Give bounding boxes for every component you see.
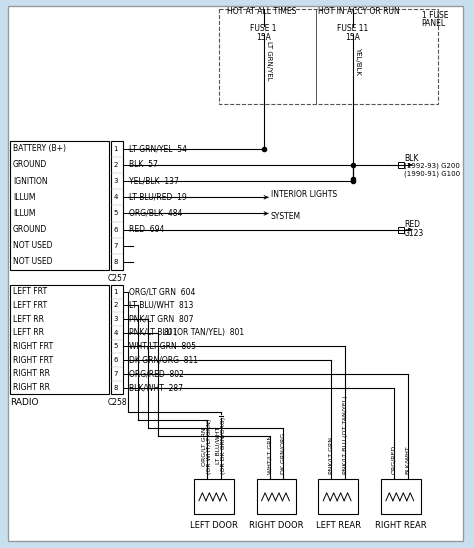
Text: 7: 7 (113, 371, 118, 377)
Text: RIGHT RR: RIGHT RR (13, 369, 50, 378)
Text: ILLUM: ILLUM (13, 193, 36, 202)
Text: LEFT DOOR: LEFT DOOR (190, 521, 238, 530)
Text: BLK/WHT: BLK/WHT (405, 445, 410, 474)
Bar (346, 26, 360, 35)
Text: BLK: BLK (404, 153, 418, 163)
Bar (256, 479, 296, 513)
Text: LT GRN/YEL: LT GRN/YEL (265, 41, 272, 81)
Text: HOT IN ACCY OR RUN: HOT IN ACCY OR RUN (318, 7, 400, 16)
Text: LT GRN/YEL  54: LT GRN/YEL 54 (129, 144, 187, 153)
Text: ORG/RED: ORG/RED (392, 444, 396, 474)
Text: 6: 6 (113, 227, 118, 232)
Text: 801: 801 (163, 328, 177, 338)
Text: (1992-93) G200: (1992-93) G200 (404, 163, 460, 169)
Text: G123: G123 (404, 229, 424, 238)
Text: 3: 3 (113, 178, 118, 184)
Text: NOT USED: NOT USED (13, 241, 53, 250)
Text: 1 FUSE: 1 FUSE (422, 11, 448, 20)
Text: C257: C257 (108, 274, 127, 283)
Text: WHT/LT GRN  805: WHT/LT GRN 805 (129, 342, 196, 351)
Text: (1990-91) G100: (1990-91) G100 (404, 170, 460, 177)
Text: ILLUM: ILLUM (13, 209, 36, 218)
Text: RED  694: RED 694 (129, 225, 164, 234)
Text: PNK/LT BLU (OT TAN/YEL): PNK/LT BLU (OT TAN/YEL) (343, 396, 347, 474)
Text: LEFT FRT: LEFT FRT (13, 287, 47, 296)
Text: IGNITION: IGNITION (13, 176, 47, 186)
Text: 6: 6 (113, 357, 118, 363)
Text: YEL/BLK  137: YEL/BLK 137 (129, 176, 179, 186)
Text: 2: 2 (113, 302, 118, 309)
Bar (219, 9, 438, 104)
Text: LEFT RR: LEFT RR (13, 315, 44, 324)
Text: BLK/WHT  287: BLK/WHT 287 (129, 383, 183, 392)
Bar (381, 479, 421, 513)
Text: GROUND: GROUND (13, 225, 47, 234)
Text: YEL/BLK: YEL/BLK (355, 47, 361, 75)
Text: PNK/LT GRN  807: PNK/LT GRN 807 (129, 315, 194, 324)
Text: NOT USED: NOT USED (13, 258, 53, 266)
Text: BLK  57: BLK 57 (129, 161, 158, 169)
Text: C258: C258 (108, 398, 127, 407)
Text: 15A: 15A (346, 33, 361, 42)
Bar (10, 141, 109, 270)
Text: WHT/LT GRN: WHT/LT GRN (267, 435, 272, 474)
Text: ORG/LT GRN
(OR WHT/LT GRN): ORG/LT GRN (OR WHT/LT GRN) (201, 419, 212, 474)
Text: 3: 3 (113, 316, 118, 322)
Text: 4: 4 (113, 195, 118, 201)
Text: PNK/LT BLU (OR TAN/YEL)  801: PNK/LT BLU (OR TAN/YEL) 801 (129, 328, 245, 338)
Text: LT BLU/WHT
(OR DK GRN/ORG): LT BLU/WHT (OR DK GRN/ORG) (215, 417, 226, 474)
Text: BATTERY (B+): BATTERY (B+) (13, 144, 66, 153)
Text: FUSE 1: FUSE 1 (250, 24, 277, 33)
Text: 8: 8 (113, 385, 118, 391)
Bar (398, 162, 404, 168)
Text: 5: 5 (113, 344, 118, 350)
Text: DK GRN/ORG  811: DK GRN/ORG 811 (129, 356, 198, 364)
Text: SYSTEM: SYSTEM (271, 212, 301, 221)
Bar (111, 141, 123, 270)
Bar (256, 26, 271, 35)
Text: RADIO: RADIO (10, 398, 38, 407)
Bar (398, 227, 404, 232)
Text: RED: RED (404, 220, 420, 229)
Text: PNK/LT GRN: PNK/LT GRN (328, 437, 334, 474)
Text: DK GRN/ORG: DK GRN/ORG (281, 433, 286, 474)
Text: FUSE 11: FUSE 11 (337, 24, 369, 33)
Text: 2: 2 (113, 162, 118, 168)
Text: HOT AT ALL TIMES: HOT AT ALL TIMES (227, 7, 296, 16)
Text: 4: 4 (113, 330, 118, 336)
Bar (10, 285, 109, 395)
Text: 8: 8 (113, 259, 118, 265)
Bar (318, 479, 358, 513)
Text: ORG/RED  802: ORG/RED 802 (129, 369, 184, 378)
Text: RIGHT FRT: RIGHT FRT (13, 342, 53, 351)
Text: PANEL: PANEL (422, 19, 446, 28)
Text: LEFT FRT: LEFT FRT (13, 301, 47, 310)
Text: RIGHT FRT: RIGHT FRT (13, 356, 53, 364)
Text: RIGHT RR: RIGHT RR (13, 383, 50, 392)
Text: LT BLU/WHT  813: LT BLU/WHT 813 (129, 301, 194, 310)
Text: GROUND: GROUND (13, 161, 47, 169)
Text: LEFT REAR: LEFT REAR (316, 521, 361, 530)
Text: 1: 1 (113, 146, 118, 152)
Text: 7: 7 (113, 243, 118, 249)
Bar (194, 479, 234, 513)
Text: ORG/LT GRN  604: ORG/LT GRN 604 (129, 287, 196, 296)
Text: RIGHT REAR: RIGHT REAR (375, 521, 427, 530)
Bar (111, 285, 123, 395)
Text: 15A: 15A (256, 33, 271, 42)
Text: LT BLU/RED  19: LT BLU/RED 19 (129, 193, 187, 202)
Text: LEFT RR: LEFT RR (13, 328, 44, 338)
Text: RIGHT DOOR: RIGHT DOOR (249, 521, 304, 530)
Text: ORG/BLK  484: ORG/BLK 484 (129, 209, 182, 218)
Text: INTERIOR LIGHTS: INTERIOR LIGHTS (271, 190, 337, 199)
Text: 1: 1 (113, 289, 118, 295)
Text: 5: 5 (113, 210, 118, 216)
